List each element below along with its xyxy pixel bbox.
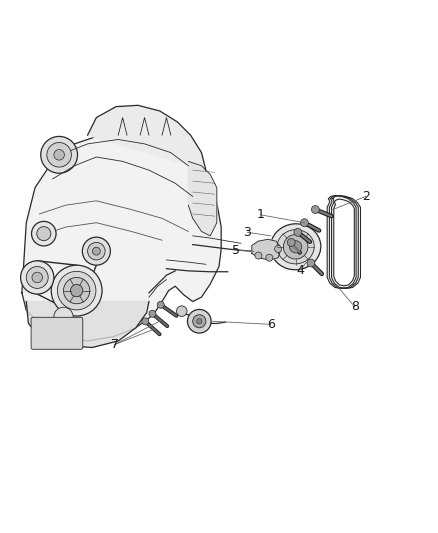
- Circle shape: [57, 271, 96, 310]
- Circle shape: [255, 252, 262, 259]
- FancyBboxPatch shape: [31, 317, 83, 349]
- Circle shape: [47, 142, 71, 167]
- Text: 3: 3: [244, 226, 251, 239]
- Circle shape: [54, 307, 73, 327]
- Circle shape: [142, 318, 149, 325]
- Circle shape: [82, 237, 110, 265]
- Circle shape: [26, 266, 48, 288]
- Circle shape: [283, 235, 308, 259]
- Circle shape: [177, 306, 187, 317]
- Circle shape: [307, 259, 315, 267]
- Polygon shape: [22, 131, 221, 341]
- Circle shape: [64, 278, 90, 304]
- Circle shape: [92, 247, 100, 255]
- Circle shape: [149, 310, 156, 317]
- Text: 4: 4: [296, 263, 304, 277]
- Polygon shape: [252, 239, 280, 260]
- Circle shape: [88, 243, 105, 260]
- Polygon shape: [26, 302, 149, 348]
- Circle shape: [54, 150, 64, 160]
- Circle shape: [193, 314, 206, 328]
- Circle shape: [37, 227, 51, 241]
- Circle shape: [311, 206, 319, 214]
- Circle shape: [187, 310, 211, 333]
- Text: 6: 6: [267, 318, 275, 331]
- Circle shape: [294, 229, 302, 236]
- Circle shape: [51, 265, 102, 316]
- Text: 8: 8: [351, 300, 359, 313]
- Circle shape: [275, 246, 282, 253]
- Circle shape: [21, 261, 54, 294]
- Text: 5: 5: [232, 244, 240, 257]
- Text: 2: 2: [362, 190, 370, 203]
- Circle shape: [266, 254, 273, 261]
- Circle shape: [197, 319, 202, 324]
- Circle shape: [300, 219, 308, 227]
- Circle shape: [290, 241, 302, 253]
- Text: 1: 1: [257, 208, 265, 221]
- Circle shape: [32, 272, 42, 282]
- Polygon shape: [188, 161, 217, 236]
- Polygon shape: [88, 106, 206, 170]
- Polygon shape: [329, 196, 358, 288]
- Circle shape: [157, 301, 164, 308]
- Ellipse shape: [271, 224, 321, 270]
- Circle shape: [287, 238, 295, 246]
- Polygon shape: [334, 199, 354, 286]
- Circle shape: [71, 285, 83, 297]
- Ellipse shape: [277, 230, 314, 264]
- Circle shape: [41, 136, 78, 173]
- Circle shape: [32, 221, 56, 246]
- Text: 7: 7: [111, 338, 119, 351]
